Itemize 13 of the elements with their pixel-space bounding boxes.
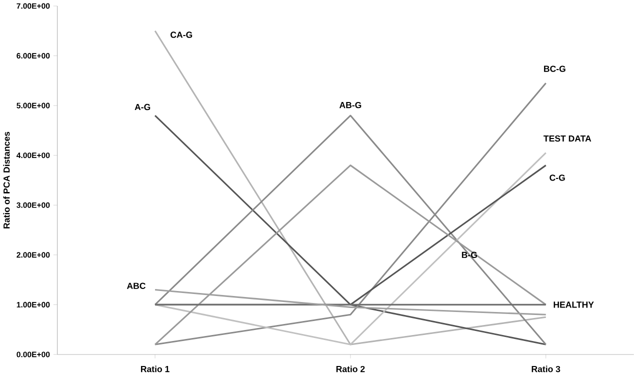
x-tick-label: Ratio 3 [532, 366, 560, 372]
series-label: B-G [462, 252, 477, 258]
series-label: C-G [550, 174, 565, 181]
series-label: HEALTHY [554, 301, 594, 308]
series-label: ABC [126, 282, 146, 289]
series-label: TEST DATA [544, 135, 592, 142]
y-axis-title: Ratio of PCA Distances [3, 132, 10, 228]
x-tick-label: Ratio 2 [336, 366, 365, 372]
x-tick-label: Ratio 1 [141, 366, 170, 372]
series-label: BC-G [544, 66, 566, 72]
series-label: AB-G [339, 102, 362, 108]
series-label: A-G [134, 104, 150, 110]
series-label: CA-G [170, 31, 192, 38]
